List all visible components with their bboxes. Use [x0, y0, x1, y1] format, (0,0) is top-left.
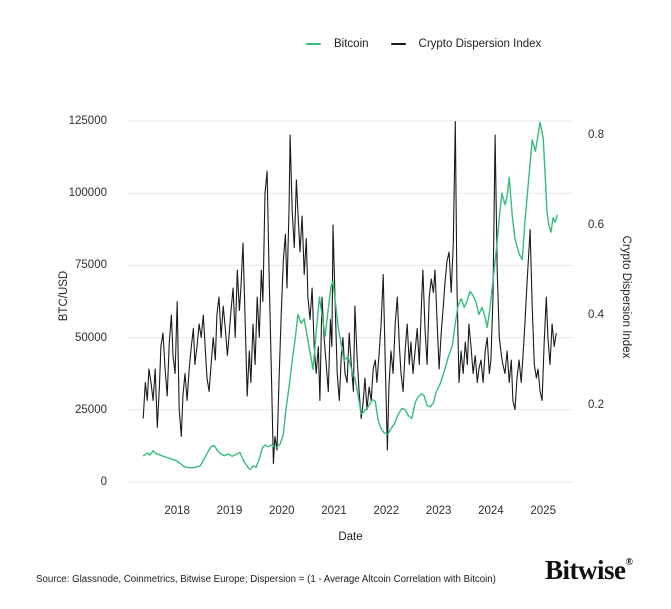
dispersion-line: [142, 120, 557, 465]
y-right-tick-label: 0.4: [588, 309, 604, 321]
x-tick-label: 2019: [216, 505, 243, 517]
bitwise-logo-text: Bitwise: [545, 555, 626, 585]
x-tick-label: 2022: [373, 505, 400, 517]
chart-legend: Bitcoin Crypto Dispersion Index: [306, 38, 541, 50]
legend-item-bitcoin: Bitcoin: [306, 38, 369, 50]
x-tick-label: 2018: [164, 505, 190, 517]
x-tick-label: 2025: [530, 505, 556, 517]
x-axis-title: Date: [338, 531, 363, 543]
legend-item-dispersion: Crypto Dispersion Index: [390, 38, 542, 50]
bitcoin-line: [142, 121, 558, 471]
y-left-tick-label: 50000: [75, 331, 107, 344]
y-right-tick-label: 0.8: [588, 128, 604, 141]
source-note: Source: Glassnode, Coinmetrics, Bitwise …: [36, 574, 496, 585]
y-axis-title-left: BTC/USD: [58, 270, 70, 322]
x-tick-label: 2023: [425, 505, 452, 517]
y-left-tick-label: 25000: [75, 403, 107, 416]
x-tick-label: 2024: [478, 505, 504, 517]
y-left-tick-label: 0: [100, 476, 107, 488]
bitwise-logo: Bitwise®: [545, 555, 633, 586]
y-right-tick-label: 0.6: [588, 218, 604, 231]
legend-label-bitcoin: Bitcoin: [334, 38, 369, 50]
legend-label-dispersion: Crypto Dispersion Index: [418, 38, 542, 50]
registered-trademark-icon: ®: [625, 557, 633, 568]
y-axis-title-right: Crypto Dispersion Index: [620, 235, 632, 359]
y-left-tick-label: 125000: [68, 115, 107, 127]
x-tick-label: 2020: [268, 505, 295, 517]
y-left-tick-label: 100000: [68, 187, 107, 200]
y-right-tick-label: 0.2: [588, 399, 604, 411]
bitcoin-line-swatch: [306, 43, 321, 45]
y-left-tick-label: 75000: [75, 259, 107, 272]
x-tick-label: 2021: [321, 505, 347, 517]
dispersion-line-swatch: [390, 43, 406, 45]
